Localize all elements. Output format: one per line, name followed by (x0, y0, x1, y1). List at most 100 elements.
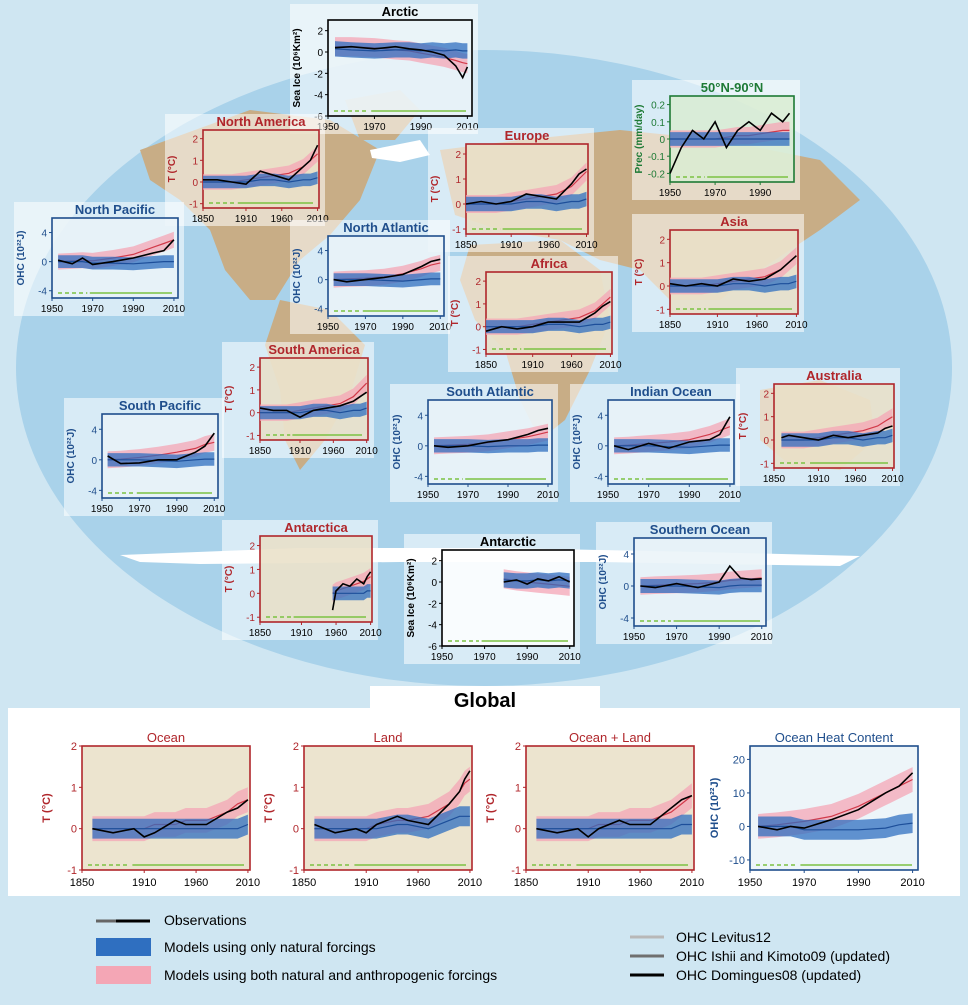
y-tick-label: 2 (192, 135, 198, 146)
x-tick-label: 2010 (751, 632, 774, 643)
x-tick-label: 2010 (719, 490, 742, 501)
chart-north-atlantic: North Atlantic 4 0 -4 1950 1970 1990 2010 OHC (1… (290, 220, 452, 334)
chart-southern-ocean: Southern Ocean 4 0 -4 1950 1970 1990 2010 OHC (1… (596, 522, 773, 644)
legend-domingues-label: OHC Domingues08 (updated) (676, 967, 862, 983)
band-natural-mean (486, 321, 611, 328)
y-tick-label: 1 (249, 565, 255, 576)
y-tick-label: -0.2 (648, 169, 666, 180)
chart-title: South Pacific (119, 398, 201, 413)
x-tick-label: 1910 (132, 877, 156, 889)
band-natural-mean (260, 407, 367, 414)
y-tick-label: 0 (417, 442, 423, 453)
x-tick-label: 1970 (363, 122, 386, 133)
observations-line (259, 391, 368, 419)
x-tick-label: 1960 (844, 474, 867, 485)
y-tick-label: -1 (246, 613, 255, 624)
y-tick-label: -1 (189, 200, 198, 211)
legend-both-swatch (96, 966, 151, 984)
x-tick-label: 1910 (289, 446, 312, 457)
x-tick-label: 1850 (249, 628, 272, 639)
y-tick-label: -1 (246, 431, 255, 442)
x-tick-label: 1950 (597, 490, 620, 501)
x-tick-label: 1850 (455, 240, 478, 251)
chart-africa: Africa 2 1 0 -1 1850 1910 1960 2010 T (°C) (448, 256, 622, 372)
x-tick-label: 1960 (746, 320, 769, 331)
y-tick-label: 0 (455, 200, 461, 211)
y-axis-label: Sea Ice (10⁶Km²) (406, 558, 417, 637)
y-axis-label: T (°C) (167, 156, 178, 183)
x-tick-label: 1910 (522, 360, 545, 371)
x-tick-label: 2010 (458, 877, 482, 889)
global-title: Global (453, 690, 517, 712)
observations-line (613, 416, 731, 451)
y-axis-label: Sea Ice (10⁶Km²) (292, 28, 303, 107)
x-tick-label: 2010 (236, 877, 260, 889)
band-natural-mean (536, 823, 692, 830)
observations-line (203, 144, 319, 186)
y-axis-label: T (°C) (41, 793, 53, 823)
x-tick-label: 1850 (659, 320, 682, 331)
x-tick-label: 1990 (392, 322, 415, 333)
x-tick-label: 2010 (306, 214, 329, 225)
x-tick-label: 1960 (271, 214, 294, 225)
y-axis-label: OHC (10²²J) (66, 428, 77, 483)
x-tick-label: 1960 (538, 240, 561, 251)
chart-title: South Atlantic (446, 384, 534, 399)
y-tick-label: 4 (91, 425, 97, 436)
x-tick-label: 1970 (457, 490, 480, 501)
band-natural (314, 806, 470, 839)
legend-natural-swatch (96, 938, 151, 956)
y-axis-label: OHC (10²²J) (572, 414, 583, 469)
band-natural (536, 814, 692, 839)
x-tick-label: 1910 (576, 877, 600, 889)
band-natural-mean (670, 280, 797, 287)
legend-ishii-label: OHC Ishii and Kimoto09 (updated) (676, 948, 890, 964)
x-tick-label: 1970 (82, 304, 105, 315)
y-tick-label: 0 (317, 48, 323, 59)
x-tick-label: 1990 (166, 504, 189, 515)
y-tick-label: 0 (71, 824, 77, 836)
y-tick-label: -4 (314, 305, 323, 316)
y-tick-label: 4 (597, 411, 603, 422)
y-tick-label: 1 (293, 782, 299, 794)
x-tick-label: 1970 (704, 188, 727, 199)
y-tick-label: 0 (91, 456, 97, 467)
chart-europe: Europe 2 1 0 -1 1850 1910 1960 2010 T (°C) (428, 128, 598, 252)
x-tick-label: 1850 (292, 877, 316, 889)
chart-title: Antarctica (284, 520, 348, 535)
observations-line (757, 772, 914, 831)
legend-both-label: Models using both natural and anthropoge… (164, 967, 498, 983)
x-tick-label: 2010 (680, 877, 704, 889)
y-axis-label: T (°C) (634, 259, 645, 286)
x-tick-label: 1910 (354, 877, 378, 889)
chart-title: Land (374, 730, 403, 745)
observations-line (781, 425, 893, 441)
y-tick-label: -1 (452, 225, 461, 236)
y-tick-label: 1 (249, 386, 255, 397)
y-axis-label: OHC (10²²J) (598, 554, 609, 609)
observations-line (57, 239, 175, 266)
y-tick-label: 0 (515, 824, 521, 836)
observations-line (640, 564, 762, 589)
y-axis-label: T (°C) (224, 386, 235, 413)
y-tick-label: 0 (249, 409, 255, 420)
x-tick-label: 2010 (456, 122, 479, 133)
y-tick-label: -4 (428, 621, 437, 632)
plot-area (327, 19, 473, 117)
chart-title: North America (216, 114, 306, 129)
y-axis-label: T (°C) (430, 176, 441, 203)
x-tick-label: 2010 (575, 240, 598, 251)
band-natural-mean (203, 177, 318, 183)
observations-line (503, 575, 571, 585)
y-tick-label: 0 (763, 436, 769, 447)
x-tick-label: 1910 (500, 240, 523, 251)
x-tick-label: 1970 (665, 632, 688, 643)
y-tick-label: 2 (249, 363, 255, 374)
y-tick-label: -2 (314, 69, 323, 80)
x-tick-label: 1950 (41, 304, 64, 315)
chart-prec: 50°N-90°N 0.2 0.1 0 -0.1 -0.2 1950 1970 1990 Prec… (632, 80, 800, 200)
x-tick-label: 1910 (235, 214, 258, 225)
y-tick-label: 2 (71, 741, 77, 753)
